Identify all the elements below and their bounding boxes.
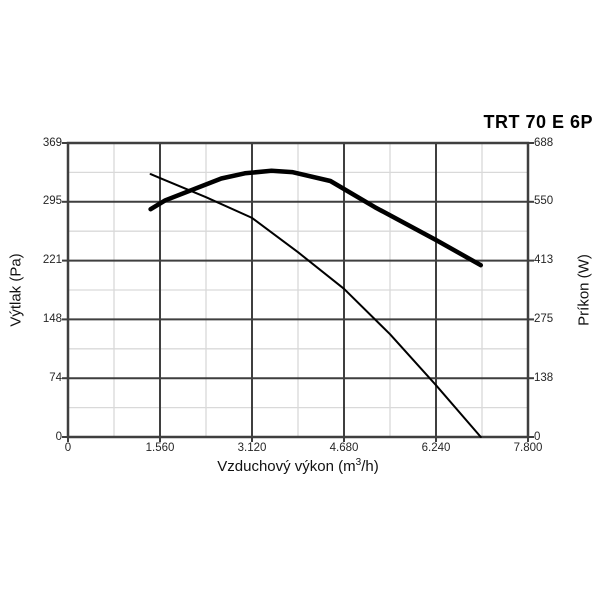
x-axis-label-unit: /h) (361, 458, 379, 475)
x-tick-label: 3.120 (237, 442, 267, 454)
plot-area (58, 133, 538, 447)
curve-power (148, 168, 484, 268)
y-axis-label-left: Výtlak (Pa) (7, 253, 25, 327)
y-right-tick-label: 413 (534, 254, 554, 266)
y-right-tick-label: 138 (534, 371, 554, 384)
plot-svg (62, 141, 534, 442)
y-axis-label-right: Príkon (W) (575, 254, 593, 326)
x-tick-label: 1.560 (145, 442, 175, 454)
y-left-tick-label: 0 (55, 430, 62, 443)
y-right-tick-label: 688 (534, 136, 554, 149)
x-tick-label: 0 (64, 442, 72, 454)
x-axis-label: Vzduchový výkon (m3/h) (68, 457, 528, 476)
y-right-tick-label: 550 (534, 195, 554, 208)
y-right-tick-label: 275 (534, 312, 554, 325)
x-axis-label-superscript: 3 (355, 457, 362, 468)
curve-pressure (149, 173, 482, 438)
y-right-tick-label: 0 (534, 430, 541, 443)
x-tick-label: 7.800 (513, 442, 543, 454)
x-axis-label-text: Vzduchový výkon (m (217, 458, 356, 475)
y-left-tick-label: 369 (42, 136, 62, 149)
plot-border (66, 141, 530, 439)
y-left-tick-label: 295 (42, 195, 62, 208)
y-left-tick-label: 74 (49, 371, 62, 384)
y-left-tick-label: 221 (42, 254, 62, 267)
y-left-tick-label: 148 (42, 312, 62, 325)
x-tick-label: 4.680 (329, 442, 359, 454)
x-tick-label: 6.240 (421, 442, 451, 454)
chart-title: TRT 70 E 6P (483, 112, 593, 132)
